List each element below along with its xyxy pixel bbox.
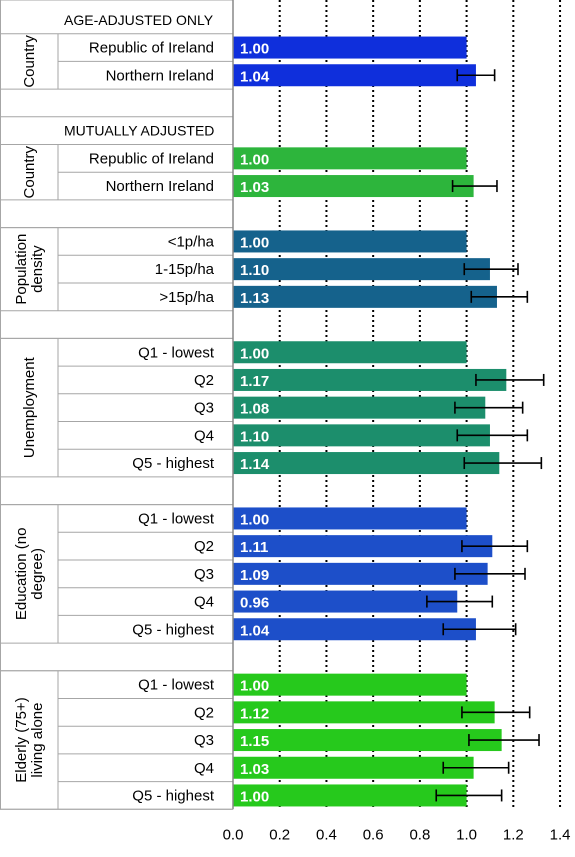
row-label-1-3-2: Q3 — [194, 566, 214, 583]
bar-1-2-1 — [233, 368, 507, 391]
bar-value-label-1-1-1: 1.10 — [240, 262, 269, 279]
group-label-text: Country — [21, 145, 38, 198]
bar-value-label-1-3-4: 1.04 — [240, 622, 270, 639]
bar-value-label-1-1-2: 1.13 — [240, 290, 269, 307]
bar-value-label-1-4-0: 1.00 — [240, 678, 269, 695]
row-label-1-4-0: Q1 - lowest — [138, 677, 215, 694]
bar-value-label-0-0-1: 1.04 — [240, 68, 270, 85]
bar-1-1-2 — [233, 285, 497, 308]
x-tick-label-0.0: 0.0 — [223, 826, 244, 843]
group-label-text: Country — [21, 35, 38, 88]
x-tick-label-1.4: 1.4 — [550, 826, 571, 843]
bar-value-label-1-4-4: 1.00 — [240, 788, 269, 805]
bar-value-label-1-3-2: 1.09 — [240, 567, 269, 584]
row-label-1-1-1: 1-15p/ha — [155, 261, 215, 278]
group-label-text: Unemployment — [21, 356, 38, 458]
row-label-1-3-0: Q1 - lowest — [138, 510, 215, 527]
bar-value-label-1-0-0: 1.00 — [240, 151, 269, 168]
bar-1-3-2 — [233, 562, 488, 585]
bar-value-label-1-3-1: 1.11 — [240, 539, 268, 556]
row-label-1-0-1: Northern Ireland — [106, 178, 214, 195]
bar-1-3-3 — [233, 590, 458, 613]
bar-value-label-1-4-2: 1.15 — [240, 733, 269, 750]
bar-1-1-0 — [233, 230, 467, 253]
bar-value-label-1-1-0: 1.00 — [240, 234, 269, 251]
group-label-text: density — [29, 245, 46, 293]
bar-0-0-0 — [233, 36, 467, 59]
row-label-1-2-3: Q4 — [194, 427, 214, 444]
bar-1-3-1 — [233, 535, 493, 558]
row-label-0-0-1: Northern Ireland — [106, 67, 214, 84]
group-label-1-2: Unemployment — [21, 356, 38, 458]
bar-value-label-1-2-2: 1.08 — [240, 401, 269, 418]
group-label-text: living alone — [29, 703, 46, 778]
row-label-1-4-1: Q2 — [194, 704, 214, 721]
bar-value-label-1-2-0: 1.00 — [240, 345, 269, 362]
bar-1-2-4 — [233, 452, 500, 475]
group-label-text: degree) — [29, 548, 46, 600]
bar-1-1-1 — [233, 258, 490, 281]
bar-1-3-4 — [233, 618, 476, 641]
row-label-1-3-3: Q4 — [194, 594, 214, 611]
x-tick-label-0.6: 0.6 — [363, 826, 384, 843]
bar-1-2-0 — [233, 341, 467, 364]
bar-value-label-0-0-0: 1.00 — [240, 41, 269, 58]
row-label-1-0-0: Republic of Ireland — [89, 150, 214, 167]
bar-value-label-1-2-1: 1.17 — [240, 373, 269, 390]
x-tick-label-0.8: 0.8 — [409, 826, 430, 843]
row-label-1-2-1: Q2 — [194, 372, 214, 389]
row-label-1-1-2: >15p/ha — [159, 289, 214, 306]
row-label-0-0-0: Republic of Ireland — [89, 40, 214, 57]
bar-value-label-1-2-4: 1.14 — [240, 456, 270, 473]
bar-1-2-2 — [233, 396, 486, 419]
group-label-1-3: Education (no degree) — [13, 528, 46, 621]
bar-value-label-1-0-1: 1.03 — [240, 179, 269, 196]
group-label-text: Elderly (75+) — [13, 697, 30, 782]
row-label-1-4-2: Q3 — [194, 732, 214, 749]
x-tick-label-1.0: 1.0 — [456, 826, 477, 843]
row-label-1-4-3: Q4 — [194, 760, 214, 777]
x-tick-label-0.2: 0.2 — [269, 826, 290, 843]
group-label-text: Education (no — [13, 528, 30, 621]
bar-1-3-0 — [233, 507, 467, 530]
bar-1-0-1 — [233, 175, 474, 198]
row-label-1-2-2: Q3 — [194, 400, 214, 417]
section-title-1: MUTUALLY ADJUSTED — [64, 123, 214, 139]
x-tick-label-0.4: 0.4 — [316, 826, 337, 843]
bar-value-label-1-3-3: 0.96 — [240, 595, 269, 612]
bar-1-0-0 — [233, 147, 467, 170]
bar-1-4-1 — [233, 701, 495, 724]
bar-value-label-1-4-1: 1.12 — [240, 705, 269, 722]
bar-0-0-1 — [233, 64, 476, 87]
group-label-0-0: Country — [21, 35, 38, 88]
row-label-1-1-0: <1p/ha — [168, 233, 215, 250]
group-label-1-0: Country — [21, 145, 38, 198]
bar-value-label-1-3-0: 1.00 — [240, 511, 269, 528]
row-label-1-4-4: Q5 - highest — [132, 787, 215, 804]
row-label-1-2-4: Q5 - highest — [132, 455, 215, 472]
bar-1-4-4 — [233, 784, 467, 807]
row-label-1-3-1: Q2 — [194, 538, 214, 555]
bar-1-4-0 — [233, 673, 467, 696]
bar-value-label-1-2-3: 1.10 — [240, 428, 269, 445]
label-table: Country Country Population density Unemploym… — [0, 0, 233, 810]
bars: 1.00 1.04 1.00 1.03 1.00 1.10 1.13 1.00 1.17 1.08… — [233, 36, 545, 807]
group-label-1-1: Population density — [13, 234, 46, 305]
bar-value-label-1-4-3: 1.03 — [240, 761, 269, 778]
bar-1-4-3 — [233, 756, 474, 779]
group-label-text: Population — [13, 234, 30, 305]
x-tick-label-1.2: 1.2 — [503, 826, 524, 843]
row-label-1-2-0: Q1 - lowest — [138, 344, 215, 361]
bar-1-4-2 — [233, 729, 502, 752]
bar-1-2-3 — [233, 424, 490, 447]
section-title-0: AGE-ADJUSTED ONLY — [64, 12, 214, 28]
row-label-1-3-4: Q5 - highest — [132, 621, 215, 638]
group-label-1-4: Elderly (75+) living alone — [13, 697, 46, 782]
